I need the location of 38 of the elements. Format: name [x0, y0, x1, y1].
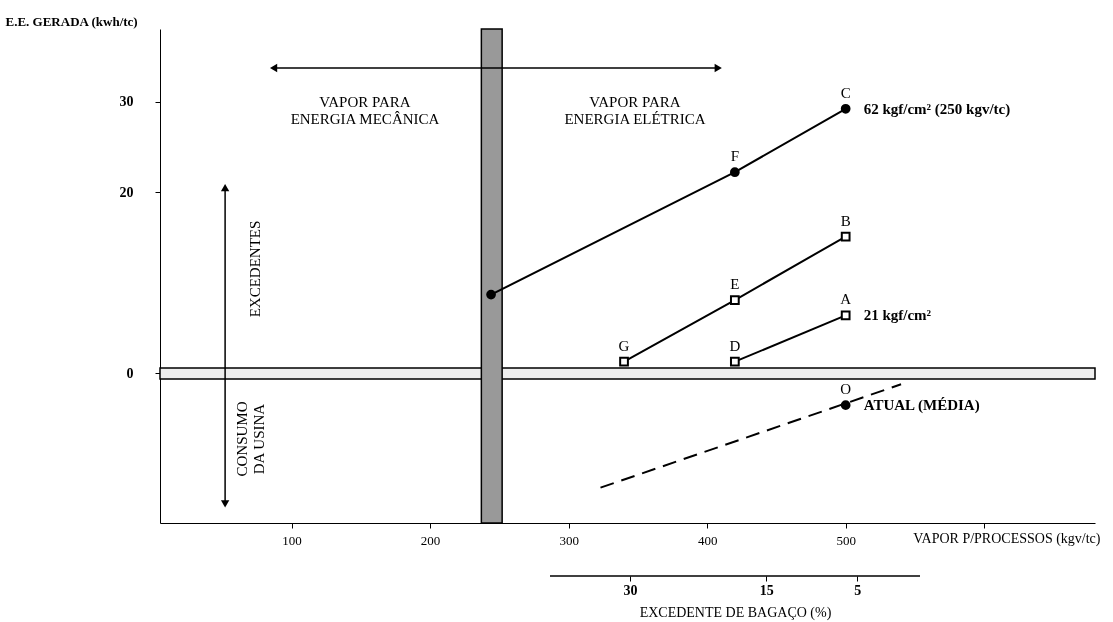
- x-axis-title: VAPOR P/PROCESSOS (kgv/tc): [913, 530, 1101, 547]
- y-tick-label: 20: [119, 184, 134, 200]
- annotation: EXCEDENTES: [247, 220, 263, 318]
- annotation: F: [730, 148, 740, 165]
- annotation: 62 kgf/cm² (250 kgv/tc): [863, 100, 1011, 118]
- point: [729, 356, 740, 367]
- annotation: D: [729, 337, 741, 354]
- x-tick-label: 200: [420, 532, 441, 548]
- point: [729, 167, 740, 178]
- point: [840, 103, 851, 114]
- point: [729, 295, 740, 305]
- annotation: E: [730, 276, 740, 293]
- annotation: VAPOR PARA ENERGIA ELÉTRICA: [564, 94, 706, 127]
- y-tick-label: 30: [119, 94, 134, 110]
- y-axis-title: E.E. GERADA (kwh/tc): [5, 13, 138, 29]
- annotation: B: [840, 212, 851, 229]
- x-tick-label: 400: [697, 532, 718, 548]
- x-tick-label: 500: [836, 532, 856, 548]
- annotation: C: [840, 84, 851, 101]
- point: [619, 356, 629, 367]
- annotation: VAPOR PARA ENERGIA MECÂNICA: [290, 94, 440, 127]
- annotation: ATUAL (MÉDIA): [863, 397, 980, 415]
- annotation: 21 kgf/cm²: [863, 307, 932, 324]
- point: [840, 310, 851, 321]
- x2-tick-label: 5: [854, 582, 862, 598]
- point: [840, 400, 851, 411]
- annotation: CONSUMO DA USINA: [234, 401, 267, 477]
- annotation: G: [618, 337, 630, 354]
- x-tick-label: 300: [559, 532, 579, 548]
- x-tick-label: 100: [282, 532, 302, 548]
- x2-axis-title: EXCEDENTE DE BAGAÇO (%): [639, 604, 832, 621]
- point: [486, 289, 496, 300]
- annotation: O: [840, 381, 852, 398]
- point: [840, 231, 851, 242]
- x2-tick-label: 15: [759, 582, 774, 598]
- x2-tick-label: 30: [623, 582, 638, 598]
- y-tick-label: 0: [126, 365, 134, 381]
- annotation: A: [840, 291, 852, 308]
